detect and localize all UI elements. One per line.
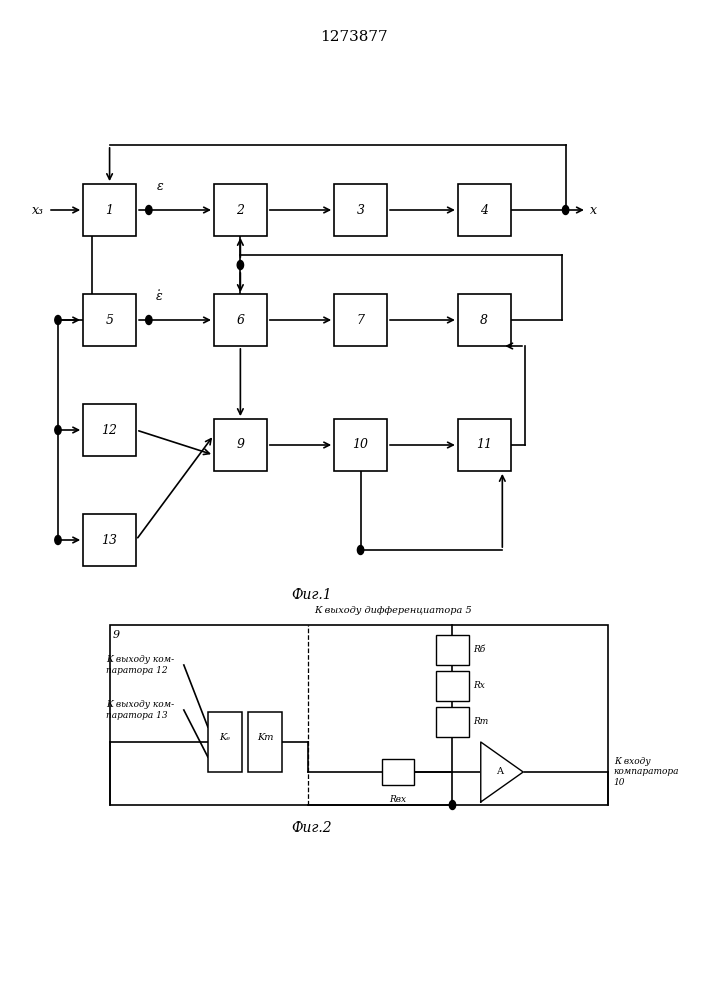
Text: 7: 7: [356, 314, 365, 326]
Bar: [334, 184, 387, 236]
Bar: [436, 635, 469, 665]
Text: A: A: [496, 768, 503, 776]
Text: 5: 5: [105, 314, 114, 326]
Text: Rх: Rх: [473, 682, 485, 690]
Text: 8: 8: [480, 314, 489, 326]
Text: 4: 4: [480, 204, 489, 217]
Text: К выходу ком-
паратора 13: К выходу ком- паратора 13: [106, 700, 174, 720]
Circle shape: [146, 206, 152, 215]
Bar: [110, 625, 608, 805]
Circle shape: [238, 260, 243, 269]
Bar: [334, 419, 387, 471]
Circle shape: [146, 316, 152, 324]
Text: 11: 11: [477, 438, 492, 452]
Text: Rб: Rб: [473, 646, 485, 654]
Circle shape: [55, 426, 62, 434]
Polygon shape: [481, 742, 523, 802]
Bar: [382, 759, 414, 785]
Text: К выходу дифференциатора 5: К выходу дифференциатора 5: [315, 606, 472, 615]
Bar: [214, 294, 267, 346]
Text: Фиг.1: Фиг.1: [291, 588, 332, 602]
Bar: [436, 707, 469, 737]
Circle shape: [55, 536, 62, 544]
Text: 6: 6: [236, 314, 245, 326]
Circle shape: [563, 206, 569, 215]
Text: Kₑ: Kₑ: [219, 732, 230, 742]
Circle shape: [358, 546, 363, 554]
Text: 10: 10: [353, 438, 368, 452]
Text: ε: ε: [157, 180, 164, 193]
Text: 9: 9: [113, 630, 120, 640]
Text: 2: 2: [236, 204, 245, 217]
Bar: [248, 712, 282, 772]
Text: x: x: [590, 204, 597, 217]
Bar: [334, 294, 387, 346]
Bar: [83, 514, 136, 566]
Text: Rвх: Rвх: [390, 795, 407, 804]
Text: ε̇: ε̇: [156, 290, 163, 303]
Text: 9: 9: [236, 438, 245, 452]
Text: Фиг.2: Фиг.2: [291, 821, 332, 835]
Circle shape: [55, 316, 62, 324]
Bar: [214, 184, 267, 236]
Text: К выходу ком-
паратора 12: К выходу ком- паратора 12: [106, 655, 174, 675]
Circle shape: [450, 800, 456, 810]
Bar: [83, 404, 136, 456]
Text: 13: 13: [102, 534, 117, 546]
Text: 1273877: 1273877: [320, 30, 387, 44]
Bar: [458, 419, 510, 471]
Bar: [436, 671, 469, 701]
Bar: [83, 184, 136, 236]
Bar: [83, 294, 136, 346]
Text: 1: 1: [105, 204, 114, 217]
Text: Rт: Rт: [473, 718, 489, 726]
Bar: [458, 294, 510, 346]
Text: К входу
компаратора
10: К входу компаратора 10: [614, 757, 679, 787]
Bar: [214, 419, 267, 471]
Text: x₃: x₃: [32, 204, 43, 217]
Text: Kт: Kт: [257, 732, 274, 742]
Bar: [208, 712, 242, 772]
Bar: [458, 184, 510, 236]
Text: 12: 12: [102, 424, 117, 436]
Text: 3: 3: [356, 204, 365, 217]
